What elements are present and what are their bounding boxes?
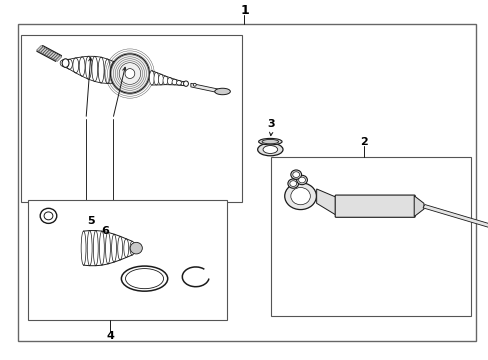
Text: 1: 1 (240, 4, 248, 17)
Ellipse shape (81, 231, 86, 265)
Ellipse shape (118, 236, 122, 260)
Ellipse shape (257, 143, 283, 156)
Polygon shape (222, 90, 225, 93)
Ellipse shape (98, 57, 104, 83)
Bar (27, 200, 227, 320)
Polygon shape (37, 46, 43, 51)
Ellipse shape (292, 172, 299, 177)
Ellipse shape (104, 59, 110, 84)
Polygon shape (41, 48, 47, 54)
Ellipse shape (92, 57, 98, 81)
Polygon shape (217, 90, 221, 93)
Ellipse shape (181, 82, 185, 86)
Ellipse shape (258, 138, 282, 145)
Polygon shape (213, 90, 217, 93)
Ellipse shape (130, 242, 142, 254)
Ellipse shape (93, 230, 98, 266)
Polygon shape (219, 90, 223, 93)
Polygon shape (39, 47, 45, 52)
Ellipse shape (149, 71, 154, 85)
Polygon shape (316, 189, 335, 215)
Polygon shape (49, 52, 56, 58)
Polygon shape (53, 55, 60, 60)
Ellipse shape (105, 232, 110, 264)
Ellipse shape (176, 81, 181, 85)
FancyBboxPatch shape (334, 195, 414, 217)
Polygon shape (227, 90, 231, 93)
Ellipse shape (44, 212, 53, 220)
Polygon shape (224, 90, 227, 93)
Bar (271, 157, 470, 316)
Ellipse shape (298, 177, 305, 183)
Ellipse shape (130, 241, 135, 255)
Text: 4: 4 (106, 331, 114, 341)
Polygon shape (51, 53, 58, 59)
Text: 3: 3 (267, 120, 275, 129)
Polygon shape (47, 51, 53, 57)
Ellipse shape (85, 56, 91, 79)
Polygon shape (55, 56, 62, 61)
Ellipse shape (290, 188, 310, 205)
Ellipse shape (73, 58, 79, 73)
Ellipse shape (193, 83, 196, 86)
Bar (21, 35, 242, 202)
Bar (18, 24, 475, 341)
Ellipse shape (163, 76, 167, 85)
Ellipse shape (111, 62, 117, 83)
Ellipse shape (296, 175, 307, 185)
Ellipse shape (204, 269, 208, 271)
Ellipse shape (262, 139, 278, 144)
Ellipse shape (111, 234, 116, 262)
Ellipse shape (66, 59, 72, 69)
Ellipse shape (62, 59, 69, 67)
Ellipse shape (284, 183, 316, 210)
Ellipse shape (123, 239, 128, 257)
Polygon shape (215, 90, 219, 93)
Ellipse shape (79, 57, 85, 76)
Polygon shape (422, 204, 488, 229)
Text: 5: 5 (87, 216, 95, 226)
Polygon shape (42, 49, 49, 55)
Ellipse shape (183, 81, 188, 86)
Ellipse shape (203, 283, 207, 286)
Ellipse shape (81, 231, 86, 265)
Ellipse shape (167, 78, 172, 85)
Polygon shape (413, 196, 423, 217)
Ellipse shape (125, 69, 135, 78)
Text: 2: 2 (359, 138, 367, 147)
Ellipse shape (60, 60, 66, 66)
Ellipse shape (117, 65, 123, 82)
Ellipse shape (154, 72, 159, 85)
Ellipse shape (287, 179, 298, 188)
Ellipse shape (290, 170, 301, 179)
Ellipse shape (289, 181, 296, 186)
Polygon shape (225, 90, 229, 93)
Ellipse shape (172, 79, 177, 85)
Polygon shape (45, 50, 51, 56)
Polygon shape (190, 83, 217, 93)
Ellipse shape (158, 74, 163, 85)
Ellipse shape (40, 208, 57, 224)
Ellipse shape (263, 145, 277, 153)
Ellipse shape (214, 88, 230, 95)
Ellipse shape (87, 230, 92, 266)
Ellipse shape (99, 231, 104, 265)
Text: 6: 6 (102, 226, 109, 236)
Ellipse shape (110, 54, 149, 93)
Ellipse shape (129, 241, 135, 255)
